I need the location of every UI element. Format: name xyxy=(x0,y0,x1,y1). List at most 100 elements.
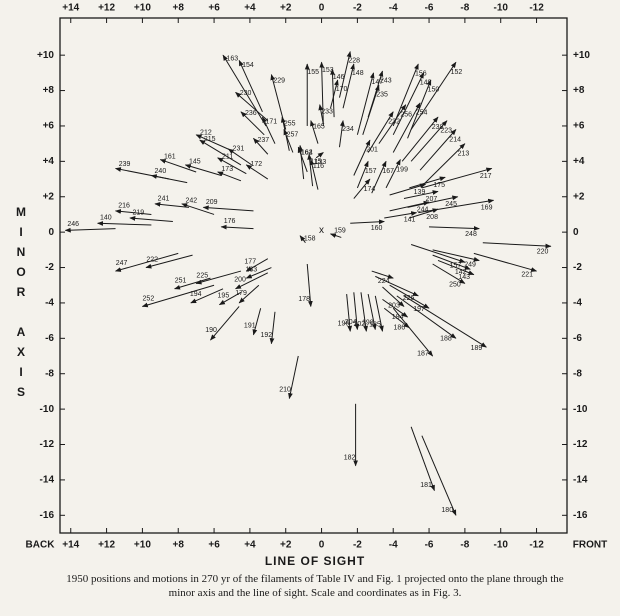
y-tick-label: -16 xyxy=(573,510,588,521)
filament-label: 223 xyxy=(440,127,452,134)
x-tick-label: +2 xyxy=(280,3,292,14)
y-axis-label: MINOR AXIS xyxy=(14,205,28,405)
y-tick-label: -12 xyxy=(40,439,55,450)
motion-vector xyxy=(401,116,439,162)
x-tick-label: +14 xyxy=(62,3,79,14)
filament-label: 115 xyxy=(310,158,321,165)
filament-label: 209 xyxy=(206,199,218,206)
y-tick-label: +10 xyxy=(573,50,590,61)
filament-label: 181 xyxy=(420,482,432,489)
filament-label: 229 xyxy=(273,78,285,85)
filament-label: 184 xyxy=(392,314,404,321)
filament-label: 203 xyxy=(388,302,400,309)
x-tick-label: +14 xyxy=(62,540,79,551)
filament-label: 156 xyxy=(415,71,427,78)
filament-label: 148 xyxy=(352,70,364,77)
motion-vector xyxy=(217,171,242,182)
motion-vector xyxy=(150,174,188,184)
x-tick-label: 0 xyxy=(319,3,325,14)
motion-vector xyxy=(367,293,377,331)
back-label: BACK xyxy=(26,540,56,551)
filament-label: 211 xyxy=(222,153,233,160)
filament-label: 194 xyxy=(190,291,202,298)
filament-label: 242 xyxy=(185,197,197,204)
filament-label: 145 xyxy=(189,158,201,165)
filament-label: 215 xyxy=(204,136,216,143)
filament-label: 202 xyxy=(353,321,365,328)
filament-label: 244 xyxy=(417,207,429,214)
x-tick-label: +12 xyxy=(98,540,115,551)
motion-vector xyxy=(382,286,405,307)
motion-vector xyxy=(367,111,394,153)
motion-vector xyxy=(253,137,269,155)
motion-vector xyxy=(184,164,222,176)
motion-vector xyxy=(409,208,439,219)
motion-vector xyxy=(329,233,342,238)
filament-label: 152 xyxy=(451,69,463,76)
motion-vector xyxy=(385,159,401,189)
y-tick-label: 0 xyxy=(573,227,579,238)
filament-label: 173 xyxy=(221,166,233,173)
motion-vector xyxy=(419,129,457,171)
x-tick-label: +4 xyxy=(244,3,256,14)
filament-label: 256 xyxy=(400,112,412,119)
motion-vector xyxy=(235,272,269,290)
y-tick-label: +4 xyxy=(573,156,585,167)
motion-vector xyxy=(235,91,269,122)
motion-vector xyxy=(252,308,262,336)
x-tick-label: +10 xyxy=(134,540,151,551)
filament-label: 239 xyxy=(119,161,131,168)
motion-vector xyxy=(410,426,435,492)
motion-vector xyxy=(375,275,419,297)
filament-label: 252 xyxy=(143,295,155,302)
motion-vector xyxy=(392,72,425,136)
filament-label: 182 xyxy=(344,455,356,462)
motion-vector xyxy=(97,221,152,226)
x-tick-label: -4 xyxy=(389,540,398,551)
filament-label: 257 xyxy=(287,132,299,139)
filament-label: 157 xyxy=(365,168,377,175)
filament-label: 154 xyxy=(242,62,254,69)
motion-vector xyxy=(315,152,324,159)
filament-label: 233 xyxy=(321,108,333,115)
filament-label: 169 xyxy=(481,204,493,211)
motion-vector xyxy=(382,298,409,318)
motion-vector xyxy=(306,263,313,308)
motion-vector xyxy=(403,295,487,348)
motion-vector xyxy=(227,148,252,166)
filament-label: 228 xyxy=(348,58,360,65)
filament-label: 236 xyxy=(245,110,257,117)
motion-vector xyxy=(396,295,457,339)
motion-vector xyxy=(238,284,260,304)
filament-label: 191 xyxy=(244,322,256,329)
y-tick-label: -4 xyxy=(45,298,54,309)
filament-label: 237 xyxy=(257,137,269,144)
y-tick-label: -14 xyxy=(573,475,588,486)
motion-vector xyxy=(410,61,457,130)
motion-vector xyxy=(360,292,368,332)
filament-label: 217 xyxy=(480,173,492,180)
filament-label: 195 xyxy=(218,292,230,299)
filament-label: 187 xyxy=(417,351,429,358)
motion-vector xyxy=(392,307,434,357)
filament-label: 221 xyxy=(521,272,533,279)
motion-vector xyxy=(114,252,179,272)
filament-label: 190 xyxy=(205,327,217,334)
y-tick-label: 0 xyxy=(48,227,54,238)
filament-label: 157 xyxy=(450,262,462,269)
motion-vector xyxy=(318,104,324,125)
filament-label: 249 xyxy=(464,261,476,268)
motion-vector xyxy=(389,284,430,309)
filament-label: 225 xyxy=(196,272,208,279)
motion-vector xyxy=(421,167,493,189)
filament-label: 238 xyxy=(432,124,444,131)
x-tick-label: -8 xyxy=(460,540,469,551)
motion-vector xyxy=(383,307,410,329)
motion-vector xyxy=(245,164,269,180)
filament-label: 219 xyxy=(132,210,144,217)
y-tick-label: -8 xyxy=(45,368,54,379)
filament-label: 180 xyxy=(441,507,453,514)
filament-label: 170 xyxy=(336,86,348,93)
filament-label: 178 xyxy=(298,296,310,303)
